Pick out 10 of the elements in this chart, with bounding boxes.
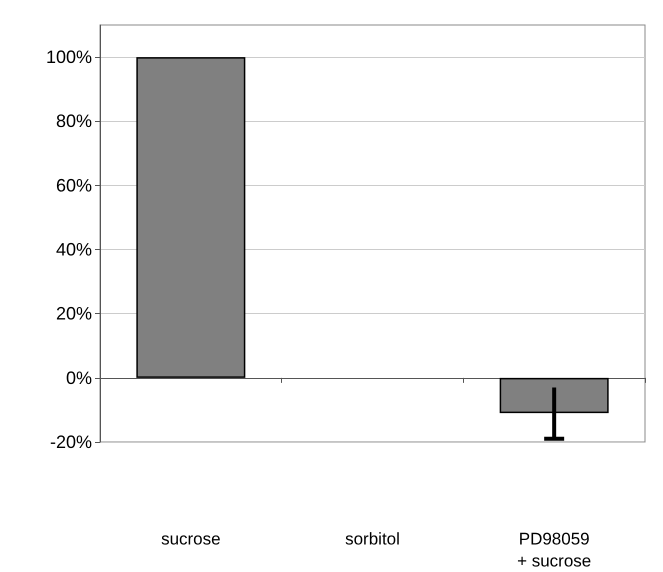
x-tick-label: sorbitol xyxy=(345,530,400,548)
x-tick-label: sucrose xyxy=(161,530,221,548)
y-tick-label: 60% xyxy=(56,175,92,196)
y-tick-label: 40% xyxy=(56,240,92,260)
y-tick-label: 100% xyxy=(46,47,92,68)
y-tick-label: 80% xyxy=(56,111,92,132)
x-tick-label: PD98059 + sucrose xyxy=(517,530,592,570)
y-tick-label: -20% xyxy=(50,432,92,452)
y-tick-label: 0% xyxy=(66,368,92,388)
y-tick-label: 20% xyxy=(56,304,92,324)
